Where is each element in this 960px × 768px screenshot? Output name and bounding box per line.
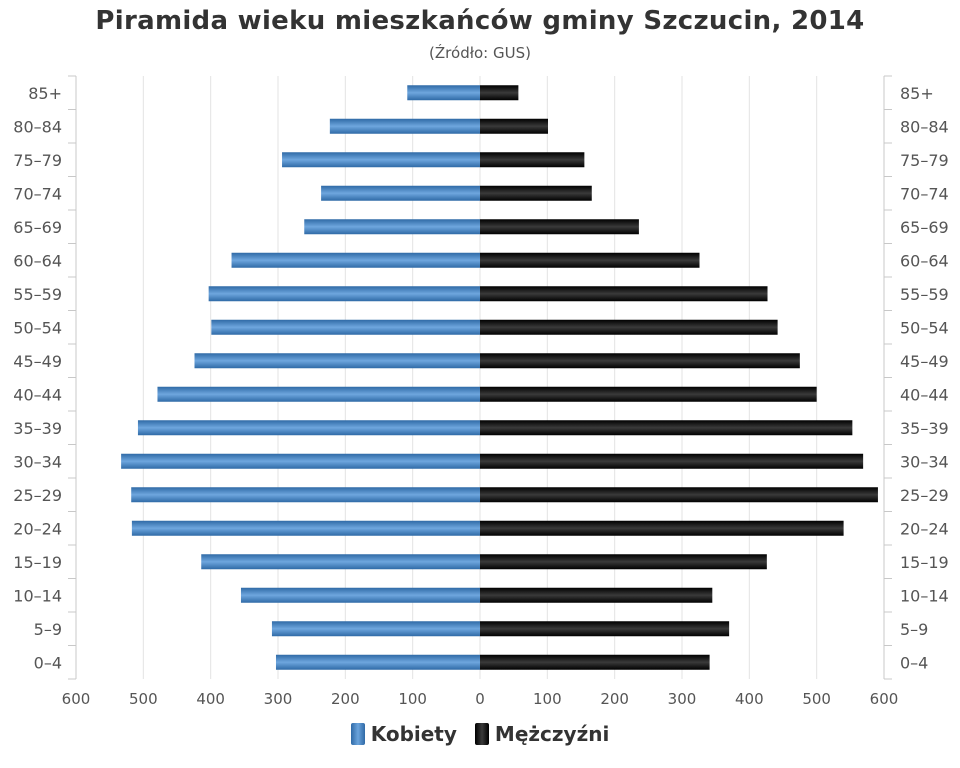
bar-mezczyzni xyxy=(480,520,844,536)
bar-kobiety xyxy=(208,286,480,302)
y-category-label-left: 50–54 xyxy=(13,318,62,337)
bar-kobiety xyxy=(231,252,480,268)
y-category-label-left: 55–59 xyxy=(13,285,62,304)
x-tick-label: 200 xyxy=(600,690,629,708)
chart-title: Piramida wieku mieszkańców gminy Szczuci… xyxy=(95,6,865,36)
x-tick-label: 0 xyxy=(475,690,485,708)
bar-mezczyzni xyxy=(480,654,710,670)
y-category-label-left: 60–64 xyxy=(13,251,62,270)
y-category-label-left: 70–74 xyxy=(13,184,62,203)
y-category-label-right: 10–14 xyxy=(900,586,949,605)
y-category-label-left: 30–34 xyxy=(13,452,62,471)
bar-mezczyzni xyxy=(480,353,800,369)
bar-mezczyzni xyxy=(480,152,585,168)
bar-kobiety xyxy=(131,520,481,536)
x-tick-label: 300 xyxy=(668,690,697,708)
y-category-label-left: 85+ xyxy=(28,84,62,103)
bar-kobiety xyxy=(121,453,480,469)
x-tick-label: 600 xyxy=(62,690,91,708)
y-category-label-right: 45–49 xyxy=(900,352,949,371)
x-tick-label: 300 xyxy=(264,690,293,708)
y-category-label-left: 75–79 xyxy=(13,151,62,170)
bars xyxy=(121,85,878,670)
y-category-label-right: 25–29 xyxy=(900,486,949,505)
y-category-label-right: 20–24 xyxy=(900,519,949,538)
bar-mezczyzni xyxy=(480,587,713,603)
y-category-label-left: 65–69 xyxy=(13,218,62,237)
y-category-label-left: 35–39 xyxy=(13,419,62,438)
y-category-label-left: 45–49 xyxy=(13,352,62,371)
y-category-label-right: 65–69 xyxy=(900,218,949,237)
legend-swatch-mezczyzni xyxy=(474,723,489,745)
y-category-label-left: 5–9 xyxy=(34,620,62,639)
x-tick-label: 600 xyxy=(870,690,899,708)
y-category-label-right: 15–19 xyxy=(900,553,949,572)
bar-kobiety xyxy=(282,152,480,168)
y-category-label-right: 40–44 xyxy=(900,385,949,404)
y-category-label-left: 80–84 xyxy=(13,117,62,136)
legend-label-mezczyzni: Mężczyźni xyxy=(494,722,610,746)
axes: 600 500 400 300 200 100 0 100 200 300 400 500 6000–4… xyxy=(13,75,949,708)
chart-subtitle: (Źródło: GUS) xyxy=(429,44,531,62)
bar-kobiety xyxy=(131,487,481,503)
legend-item-mezczyzni[interactable]: Mężczyźni xyxy=(474,722,610,746)
bar-kobiety xyxy=(275,654,480,670)
x-tick-label: 500 xyxy=(802,690,831,708)
y-category-label-left: 10–14 xyxy=(13,586,62,605)
bar-kobiety xyxy=(137,420,481,436)
bar-kobiety xyxy=(194,353,481,369)
bar-kobiety xyxy=(407,85,480,101)
bar-mezczyzni xyxy=(480,453,864,469)
bar-kobiety xyxy=(201,554,481,570)
bar-mezczyzni xyxy=(480,286,768,302)
y-category-label-right: 0–4 xyxy=(900,653,928,672)
bar-kobiety xyxy=(240,587,480,603)
bar-kobiety xyxy=(321,185,480,201)
y-category-label-right: 55–59 xyxy=(900,285,949,304)
bar-mezczyzni xyxy=(480,554,767,570)
y-category-label-right: 30–34 xyxy=(900,452,949,471)
bar-mezczyzni xyxy=(480,252,700,268)
bar-kobiety xyxy=(271,621,480,637)
bar-mezczyzni xyxy=(480,420,853,436)
y-category-label-right: 35–39 xyxy=(900,419,949,438)
bar-kobiety xyxy=(304,219,480,235)
x-tick-label: 100 xyxy=(533,690,562,708)
y-category-label-left: 15–19 xyxy=(13,553,62,572)
y-category-label-right: 5–9 xyxy=(900,620,928,639)
bar-mezczyzni xyxy=(480,319,778,335)
x-tick-label: 200 xyxy=(331,690,360,708)
y-category-label-right: 70–74 xyxy=(900,184,949,203)
bar-mezczyzni xyxy=(480,386,817,402)
x-tick-label: 400 xyxy=(735,690,764,708)
legend-swatch-kobiety xyxy=(350,723,365,745)
y-category-label-right: 50–54 xyxy=(900,318,949,337)
legend: Kobiety Mężczyźni xyxy=(0,722,960,746)
y-category-label-left: 20–24 xyxy=(13,519,62,538)
bar-mezczyzni xyxy=(480,219,639,235)
y-category-label-left: 0–4 xyxy=(34,653,62,672)
bar-mezczyzni xyxy=(480,185,592,201)
y-category-label-right: 60–64 xyxy=(900,251,949,270)
bar-mezczyzni xyxy=(480,85,519,101)
y-category-label-right: 80–84 xyxy=(900,117,949,136)
bar-kobiety xyxy=(329,118,480,134)
y-category-label-right: 85+ xyxy=(900,84,934,103)
y-category-label-right: 75–79 xyxy=(900,151,949,170)
legend-item-kobiety[interactable]: Kobiety xyxy=(350,722,457,746)
x-tick-label: 400 xyxy=(196,690,225,708)
y-category-label-left: 40–44 xyxy=(13,385,62,404)
bar-kobiety xyxy=(157,386,480,402)
y-category-label-left: 25–29 xyxy=(13,486,62,505)
x-tick-label: 500 xyxy=(129,690,158,708)
bar-mezczyzni xyxy=(480,621,730,637)
bar-mezczyzni xyxy=(480,118,549,134)
bar-kobiety xyxy=(211,319,480,335)
x-tick-label: 100 xyxy=(398,690,427,708)
bar-mezczyzni xyxy=(480,487,878,503)
legend-label-kobiety: Kobiety xyxy=(370,722,457,746)
